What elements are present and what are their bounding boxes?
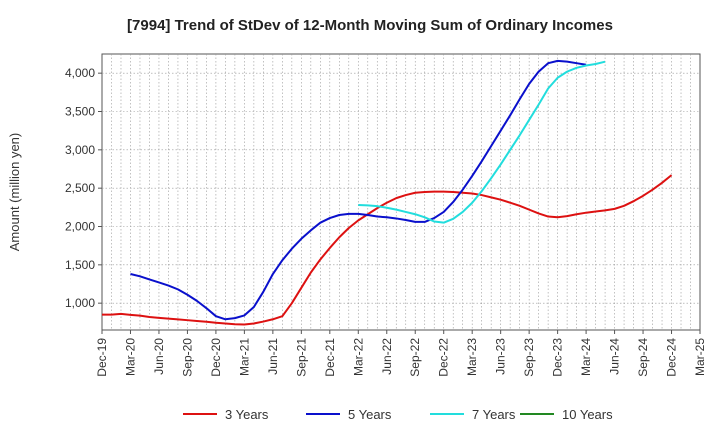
y-tick-label: 3,500: [65, 105, 95, 119]
y-tick-label: 2,000: [65, 220, 95, 234]
y-tick-label: 1,000: [65, 296, 95, 310]
y-axis-ticks: 1,000 1,500 2,000 2,500 3,000 3,500 4,000: [65, 66, 102, 310]
x-axis-ticks: Dec-19 Mar-20 Jun-20 Sep-20 Dec-20 Mar-21 Jun-…: [95, 330, 707, 377]
x-tick-label: Mar-23: [465, 338, 479, 376]
x-tick-label: Sep-20: [180, 338, 194, 377]
x-tick-label: Mar-22: [351, 338, 365, 376]
legend-label: 7 Years: [472, 407, 516, 422]
legend-label: 5 Years: [348, 407, 392, 422]
chart-title: [7994] Trend of StDev of 12-Month Moving…: [127, 17, 613, 34]
x-tick-label: Dec-21: [323, 338, 337, 377]
x-tick-label: Jun-21: [266, 338, 280, 375]
x-tick-label: Jun-23: [494, 338, 508, 375]
series-line-7-years: [358, 60, 606, 224]
y-tick-label: 4,000: [65, 66, 95, 80]
x-tick-label: Sep-21: [294, 338, 308, 377]
plot-area: [101, 53, 701, 331]
plot-frame: [101, 53, 701, 331]
legend-label: 3 Years: [225, 407, 269, 422]
x-tick-label: Dec-19: [95, 338, 109, 377]
x-tick-label: Mar-21: [237, 338, 251, 376]
x-tick-label: Dec-23: [551, 338, 565, 377]
y-axis-label: Amount (million yen): [7, 133, 22, 252]
legend-label: 10 Years: [562, 407, 613, 422]
y-tick-label: 1,500: [65, 258, 95, 272]
x-tick-label: Dec-22: [437, 338, 451, 377]
y-tick-label: 2,500: [65, 181, 95, 195]
x-tick-label: Mar-24: [579, 338, 593, 376]
x-tick-label: Jun-22: [380, 338, 394, 375]
series-layer: [102, 59, 673, 326]
x-tick-label: Dec-24: [665, 338, 679, 377]
y-tick-label: 3,000: [65, 143, 95, 157]
x-tick-label: Sep-23: [522, 338, 536, 377]
x-tick-label: Jun-20: [152, 338, 166, 375]
x-tick-label: Dec-20: [209, 338, 223, 377]
legend: 3 Years 5 Years 7 Years 10 Years: [183, 407, 613, 422]
x-tick-label: Mar-20: [123, 338, 137, 376]
x-tick-label: Sep-22: [408, 338, 422, 377]
series-line-3-years: [102, 174, 673, 326]
x-tick-label: Sep-24: [636, 338, 650, 377]
series-line-5-years: [130, 59, 587, 321]
x-tick-label: Mar-25: [693, 338, 707, 376]
x-tick-label: Jun-24: [608, 338, 622, 375]
